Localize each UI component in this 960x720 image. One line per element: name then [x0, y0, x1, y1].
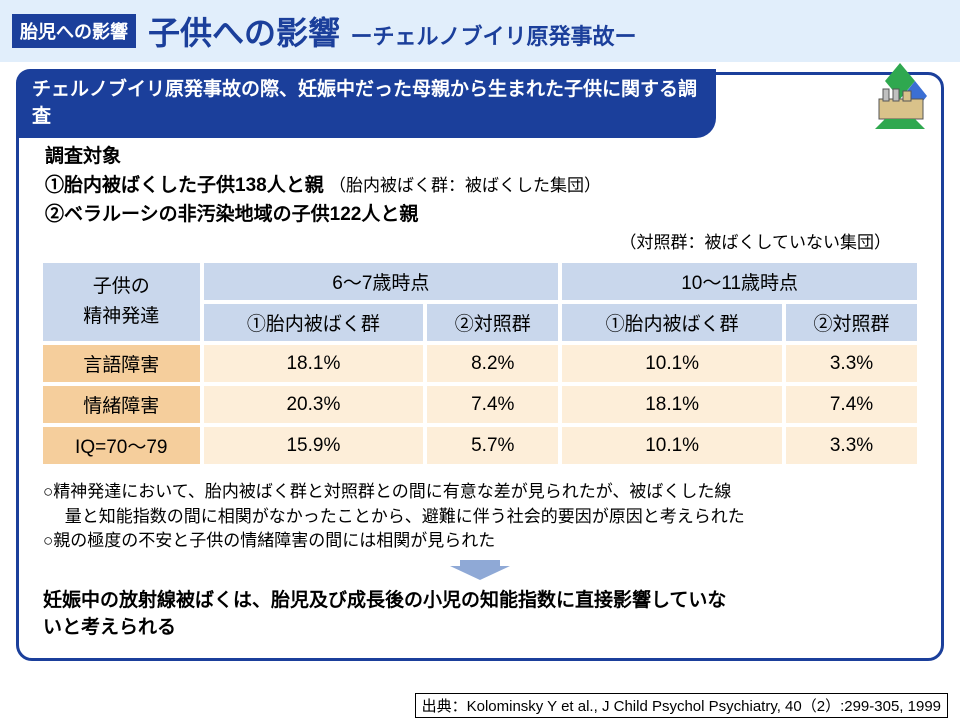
- survey-2-paren: （対照群：被ばくしていない集団）: [620, 233, 892, 252]
- page-header: 胎児への影響 子供への影響 ーチェルノブイリ原発事故ー: [0, 0, 960, 62]
- note-1a: ○精神発達において、胎内被ばく群と対照群との間に有意な差が見られたが、被ばくした…: [43, 480, 921, 505]
- category-badge: 胎児への影響: [12, 14, 136, 48]
- cell: 3.3%: [786, 427, 917, 464]
- survey-1-bold: ①胎内被ばくした子供138人と親: [45, 175, 324, 196]
- age-group-1: 6～7歳時点: [204, 263, 559, 300]
- cell: 18.1%: [562, 386, 782, 423]
- box-label: チェルノブイリ原発事故の際、妊娠中だった母親から生まれた子供に関する調査: [16, 69, 716, 138]
- table-row: 言語障害 18.1% 8.2% 10.1% 3.3%: [43, 345, 917, 382]
- cell: 5.7%: [427, 427, 558, 464]
- title-sub: ーチェルノブイリ原発事故ー: [350, 24, 636, 49]
- cell: 10.1%: [562, 427, 782, 464]
- source-citation: 出典：Kolominsky Y et al., J Child Psychol …: [415, 693, 948, 718]
- cell: 3.3%: [786, 345, 917, 382]
- row-label: 言語障害: [43, 345, 200, 382]
- content-wrap: チェルノブイリ原発事故の際、妊娠中だった母親から生まれた子供に関する調査 調査対…: [16, 72, 944, 661]
- table-row: 情緒障害 20.3% 7.4% 18.1% 7.4%: [43, 386, 917, 423]
- cell: 15.9%: [204, 427, 424, 464]
- survey-1-paren: （胎内被ばく群：被ばくした集団）: [329, 176, 601, 195]
- cell: 20.3%: [204, 386, 424, 423]
- power-plant-icon: [865, 61, 935, 131]
- note-1b: 量と知能指数の間に相関がなかったことから、避難に伴う社会的要因が原因と考えられた: [43, 505, 921, 530]
- col-exposed-1: ①胎内被ばく群: [204, 304, 424, 341]
- cell: 7.4%: [786, 386, 917, 423]
- cell: 10.1%: [562, 345, 782, 382]
- conclusion-l2: いと考えられる: [43, 614, 921, 642]
- data-table: 子供の 精神発達 6～7歳時点 10～11歳時点 ①胎内被ばく群 ②対照群 ①胎…: [39, 259, 921, 468]
- survey-line-2-paren: （対照群：被ばくしていない集団）: [45, 228, 921, 253]
- corner-l2: 精神発達: [83, 306, 159, 327]
- conclusion-l1: 妊娠中の放射線被ばくは、胎児及び成長後の小児の知能指数に直接影響していな: [43, 587, 921, 615]
- conclusion: 妊娠中の放射線被ばくは、胎児及び成長後の小児の知能指数に直接影響していな いと考…: [43, 587, 921, 642]
- survey-line-1: ①胎内被ばくした子供138人と親 （胎内被ばく群：被ばくした集団）: [45, 170, 921, 197]
- arrow-down-icon: [39, 558, 921, 585]
- age-group-2: 10～11歳時点: [562, 263, 917, 300]
- table-corner: 子供の 精神発達: [43, 263, 200, 341]
- col-control-1: ②対照群: [427, 304, 558, 341]
- main-box: チェルノブイリ原発事故の際、妊娠中だった母親から生まれた子供に関する調査 調査対…: [16, 72, 944, 661]
- page-title: 子供への影響 ーチェルノブイリ原発事故ー: [148, 8, 636, 54]
- table-header-row-1: 子供の 精神発達 6～7歳時点 10～11歳時点: [43, 263, 917, 300]
- survey-2-bold: ②ベラルーシの非汚染地域の子供122人と親: [45, 204, 418, 225]
- col-exposed-2: ①胎内被ばく群: [562, 304, 782, 341]
- table-row: IQ=70～79 15.9% 5.7% 10.1% 3.3%: [43, 427, 917, 464]
- note-2: ○親の極度の不安と子供の情緒障害の間には相関が見られた: [43, 529, 921, 554]
- cell: 8.2%: [427, 345, 558, 382]
- row-label: IQ=70～79: [43, 427, 200, 464]
- survey-line-2: ②ベラルーシの非汚染地域の子供122人と親: [45, 199, 921, 226]
- cell: 7.4%: [427, 386, 558, 423]
- notes: ○精神発達において、胎内被ばく群と対照群との間に有意な差が見られたが、被ばくした…: [43, 480, 921, 554]
- title-main: 子供への影響: [148, 15, 340, 51]
- row-label: 情緒障害: [43, 386, 200, 423]
- survey-heading: 調査対象: [45, 141, 921, 168]
- col-control-2: ②対照群: [786, 304, 917, 341]
- corner-l1: 子供の: [93, 276, 150, 297]
- cell: 18.1%: [204, 345, 424, 382]
